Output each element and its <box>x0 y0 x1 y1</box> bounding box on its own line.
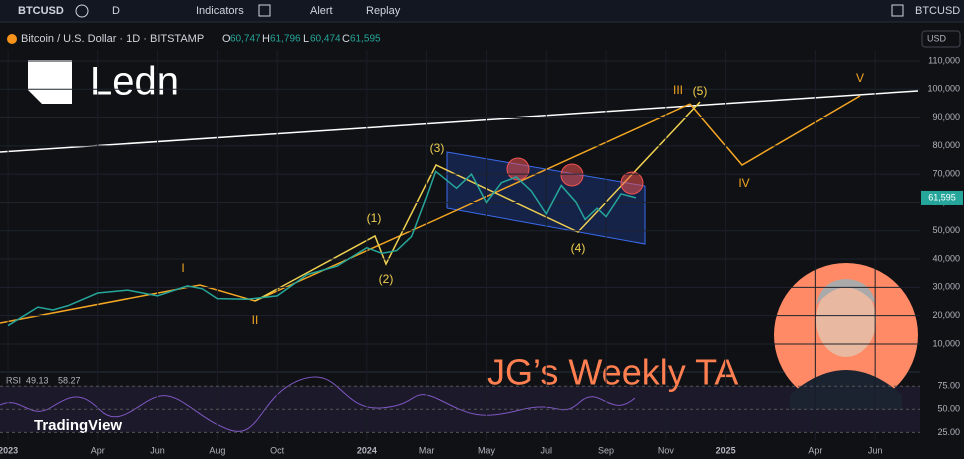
hair <box>816 279 876 305</box>
x-tick-label: Jul <box>541 445 553 455</box>
logo-text: Ledn <box>90 60 179 104</box>
y-tick-label: 80,000 <box>932 140 960 150</box>
layout-icon[interactable] <box>258 4 271 17</box>
x-tick-label: May <box>478 445 496 455</box>
y-tick-label: 100,000 <box>927 84 960 94</box>
x-tick-label: Oct <box>270 445 285 455</box>
o-label: O <box>222 33 231 45</box>
x-tick-label: Apr <box>91 445 105 455</box>
circle <box>506 157 530 181</box>
show-title: JG’s Weekly TA <box>487 352 738 393</box>
h-value: 61,796 <box>270 34 301 45</box>
y-tick-label: 90,000 <box>932 112 960 122</box>
shirt <box>790 370 902 410</box>
y-tick-label: 10,000 <box>932 338 960 348</box>
wave-label: (2) <box>379 272 394 286</box>
rsi-tick-label: 50.00 <box>937 404 960 414</box>
x-tick-label: 2025 <box>716 445 736 455</box>
rsi-ma: 58.27 <box>58 375 81 385</box>
add-icon[interactable] <box>75 4 89 18</box>
x-tick-label: Jun <box>868 445 883 455</box>
rsi-line <box>0 376 636 432</box>
x-tick-label: Mar <box>419 445 435 455</box>
rsi-value: 49.13 <box>26 375 49 385</box>
last-price-label: 61,595 <box>928 192 956 202</box>
rsi-tick-label: 75.00 <box>937 381 960 391</box>
indicators[interactable]: Indicators <box>196 5 244 17</box>
y-tick-label: 70,000 <box>932 169 960 179</box>
currency-button[interactable] <box>921 30 961 48</box>
x-tick-label: Aug <box>209 445 225 455</box>
o-value: 60,747 <box>230 34 261 45</box>
wave-label: II <box>252 313 259 327</box>
wave-label: IV <box>738 176 749 190</box>
c-label: C <box>342 33 350 45</box>
rsi-tick-label: 25.00 <box>937 427 960 437</box>
chart-title: Bitcoin / U.S. Dollar · 1D · BITSTAMP <box>21 33 204 45</box>
circle <box>560 163 584 187</box>
watermark: TradingView <box>34 417 122 434</box>
last-price-tag <box>921 190 963 205</box>
circle <box>620 171 644 195</box>
l-label: L <box>303 33 309 45</box>
x-tick-label: Nov <box>658 445 675 455</box>
portrait <box>774 263 918 410</box>
interval[interactable]: D <box>112 5 120 17</box>
wave-projection <box>689 95 861 166</box>
y-tick-label: 40,000 <box>932 253 960 263</box>
x-tick-label: Jun <box>150 445 165 455</box>
ledn-logo: Ledn <box>28 60 179 104</box>
l-value: 60,474 <box>310 34 341 45</box>
y-tick-label: 50,000 <box>932 225 960 235</box>
x-tick-label: 2024 <box>357 445 377 455</box>
wave-label: V <box>856 71 864 85</box>
y-tick-label: 110,000 <box>928 55 960 65</box>
wave-label: I <box>181 261 184 275</box>
rsi-label: RSI <box>6 375 21 385</box>
wave-minor <box>254 101 701 302</box>
x-tick-label: Apr <box>808 445 822 455</box>
toolbar <box>0 0 964 22</box>
face <box>816 283 876 357</box>
currency: USD <box>927 33 947 43</box>
h-label: H <box>262 33 270 45</box>
trendline <box>0 90 919 153</box>
checkbox[interactable] <box>891 4 904 17</box>
wave-label: (5) <box>693 84 708 98</box>
x-tick-label: Sep <box>598 445 614 455</box>
price-line <box>7 170 637 327</box>
ohlc: O 60,747 H 61,796 L 60,474 C 61,595 <box>222 33 381 45</box>
coin-icon <box>7 34 17 44</box>
wave-label: (3) <box>430 141 445 155</box>
logo-mark <box>28 60 72 104</box>
wave-label: III <box>673 83 683 97</box>
symbol[interactable]: BTCUSD <box>18 5 64 17</box>
y-tick-label: 20,000 <box>932 310 960 320</box>
y-tick-label: 30,000 <box>932 282 960 292</box>
replay[interactable]: Replay <box>366 5 401 17</box>
c-value: 61,595 <box>350 34 381 45</box>
compare[interactable]: BTCUSD <box>915 5 960 17</box>
wave-label: (1) <box>367 211 382 225</box>
wave-label: (4) <box>571 241 586 255</box>
alert[interactable]: Alert <box>310 5 333 17</box>
x-tick-label: 2023 <box>0 445 18 455</box>
